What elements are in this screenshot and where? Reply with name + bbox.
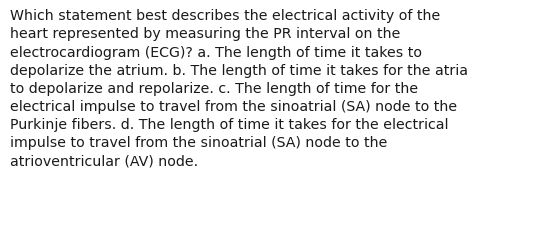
Text: Which statement best describes the electrical activity of the
heart represented : Which statement best describes the elect… [10,9,468,168]
